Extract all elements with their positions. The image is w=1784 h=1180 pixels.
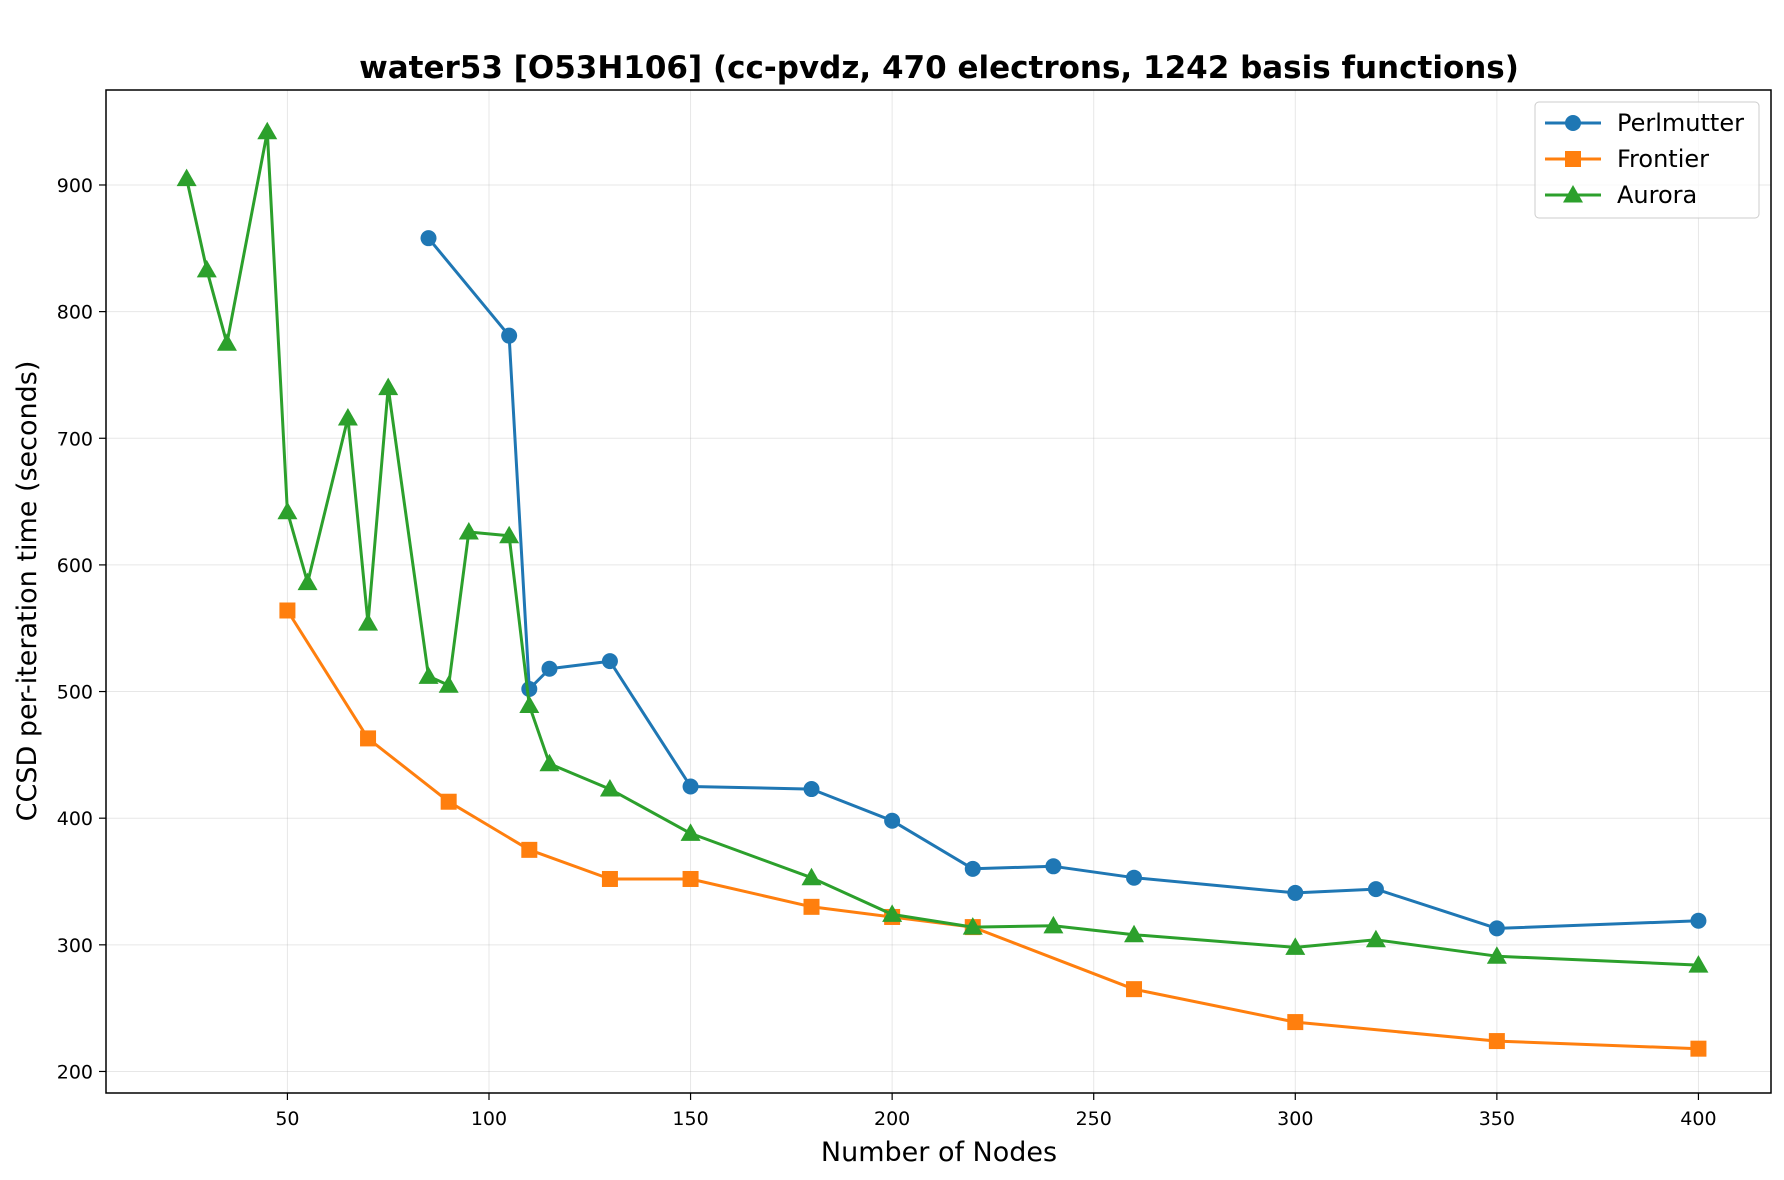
x-tick-label: 150 — [672, 1108, 708, 1130]
y-tick-label: 400 — [57, 808, 93, 830]
frontier-point — [601, 870, 618, 887]
perlmutter-line — [427, 237, 1699, 930]
x-tick-label: 400 — [1680, 1108, 1716, 1130]
perlmutter-point — [964, 860, 981, 877]
aurora-point — [277, 501, 298, 520]
x-tick-label: 200 — [874, 1108, 910, 1130]
frontier-point — [360, 730, 377, 747]
aurora-point — [297, 572, 318, 591]
chart-title: water53 [O53H106] (cc-pvdz, 470 electron… — [359, 50, 1519, 86]
y-axis-label: CCSD per-iteration time (seconds) — [12, 361, 43, 822]
plot-frame — [105, 89, 1772, 1094]
legend-label-frontier: Frontier — [1617, 145, 1709, 173]
perlmutter-point — [682, 778, 699, 795]
series-perlmutter — [420, 230, 1707, 937]
aurora-point — [519, 695, 540, 713]
series-frontier — [279, 602, 1707, 1057]
aurora-point — [680, 823, 701, 841]
aurora-point — [1285, 937, 1306, 955]
frontier-point — [803, 898, 820, 915]
aurora-point — [438, 675, 459, 693]
perlmutter-point — [420, 230, 437, 247]
y-tick-label: 700 — [57, 428, 93, 450]
frontier-point — [1690, 1040, 1707, 1057]
y-tick-label: 300 — [57, 935, 93, 957]
aurora-point — [257, 121, 278, 140]
perlmutter-point — [1045, 858, 1062, 875]
aurora-point — [1043, 915, 1064, 934]
y-tick-label: 800 — [57, 302, 93, 324]
grid — [106, 90, 1771, 1093]
aurora-point — [801, 867, 822, 886]
perlmutter-point — [521, 681, 538, 698]
y-tick-label: 500 — [57, 682, 93, 704]
legend-label-aurora: Aurora — [1617, 181, 1697, 209]
y-tick-label: 600 — [57, 555, 93, 577]
x-tick-label: 50 — [275, 1108, 299, 1130]
legend-box — [1534, 101, 1760, 219]
aurora-point — [1486, 946, 1507, 964]
aurora-point — [378, 377, 399, 396]
frontier-line — [286, 609, 1699, 1051]
frontier-point — [1287, 1014, 1304, 1031]
aurora-point — [216, 333, 237, 351]
aurora-point — [196, 259, 217, 278]
legend-marker-aurora — [1563, 185, 1583, 203]
legend: Perlmutter Frontier Aurora — [1534, 101, 1760, 219]
legend-marker-frontier — [1565, 151, 1581, 167]
perlmutter-point — [1488, 920, 1505, 937]
perlmutter-point — [501, 327, 518, 344]
aurora-point — [1688, 955, 1709, 973]
y-tick-label: 200 — [57, 1061, 93, 1083]
perlmutter-point — [1287, 884, 1304, 901]
aurora-point — [499, 525, 520, 544]
aurora-point — [337, 408, 358, 426]
frontier-point — [279, 602, 296, 619]
x-tick-label: 100 — [471, 1108, 507, 1130]
frontier-point — [1126, 981, 1143, 998]
perlmutter-point — [1690, 912, 1707, 929]
perlmutter-point — [884, 812, 901, 829]
aurora-point — [358, 613, 379, 631]
aurora-line — [185, 130, 1699, 967]
frontier-point — [1488, 1033, 1505, 1050]
aurora-point — [418, 666, 439, 684]
x-tick-label: 350 — [1479, 1108, 1515, 1130]
y-tick-label: 900 — [57, 175, 93, 197]
perlmutter-point — [803, 781, 820, 798]
aurora-point — [1365, 929, 1386, 948]
x-tick-label: 300 — [1277, 1108, 1313, 1130]
perlmutter-point — [601, 653, 618, 670]
aurora-point — [1124, 924, 1145, 943]
aurora-point — [458, 521, 479, 540]
aurora-point — [962, 917, 983, 935]
plot-data — [176, 121, 1709, 1057]
aurora-point — [176, 168, 197, 187]
frontier-point — [440, 793, 457, 810]
frontier-point — [682, 870, 699, 887]
x-axis-label: Number of Nodes — [821, 1137, 1057, 1168]
aurora-point — [882, 904, 903, 922]
perlmutter-point — [1367, 881, 1384, 898]
series-aurora — [176, 121, 1709, 973]
aurora-point — [599, 779, 620, 797]
perlmutter-point — [1126, 869, 1143, 886]
perlmutter-point — [541, 660, 558, 677]
axis-ticks: 50 100 150 200 250 300 350 400 200 300 400 500 600 70… — [57, 175, 1717, 1130]
x-tick-label: 250 — [1076, 1108, 1112, 1130]
legend-marker-perlmutter — [1565, 115, 1581, 131]
frontier-point — [521, 841, 538, 858]
legend-label-perlmutter: Perlmutter — [1617, 109, 1744, 137]
aurora-point — [539, 753, 560, 772]
